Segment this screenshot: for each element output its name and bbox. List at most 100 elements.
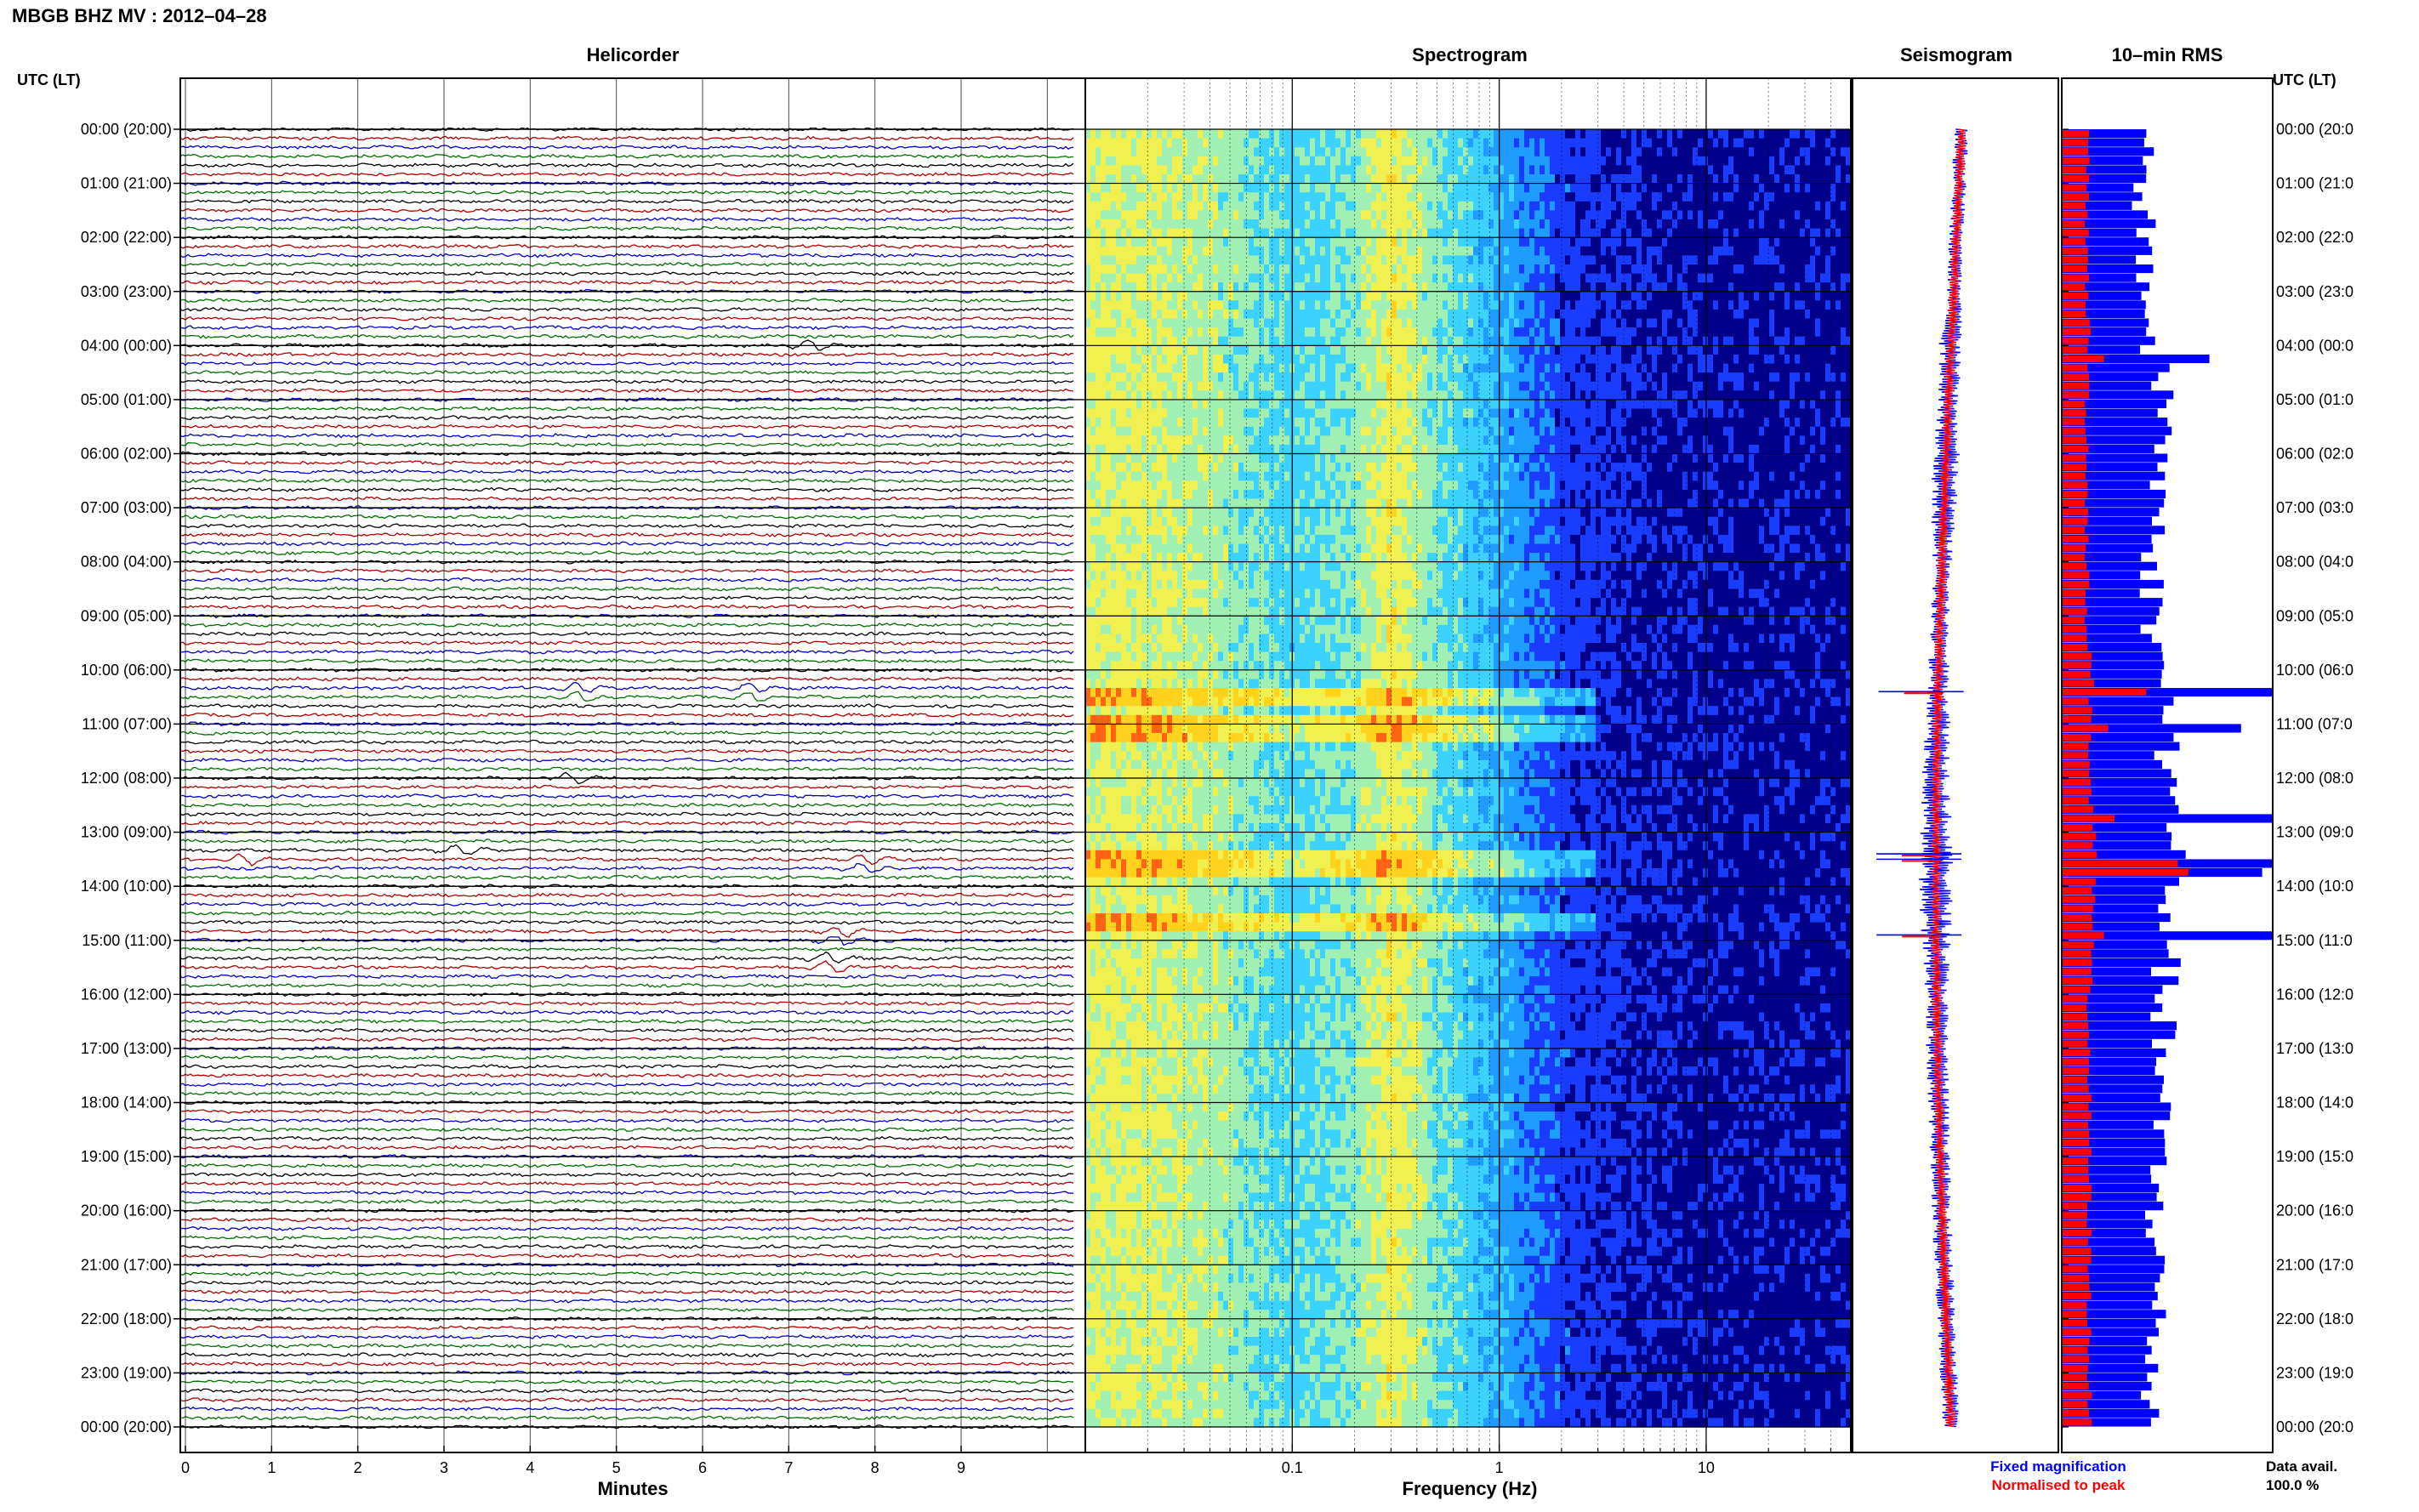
spectrogram-cell (1213, 1166, 1219, 1175)
spectrogram-cell (1208, 733, 1214, 742)
helicorder-trace (180, 578, 1073, 583)
spectrogram-cell (1111, 1148, 1117, 1157)
spectrogram-cell (1223, 859, 1229, 868)
spectrogram-cell (1177, 1166, 1183, 1175)
spectrogram-cell (1238, 1021, 1244, 1031)
spectrogram-cell (1213, 1184, 1219, 1193)
spectrogram-cell (1187, 480, 1193, 490)
spectrogram-cell (1203, 139, 1209, 148)
spectrogram-cell (1111, 589, 1117, 599)
spectrogram-cell (1096, 454, 1101, 463)
spectrogram-cell (1131, 625, 1137, 634)
spectrogram-cell (1218, 625, 1224, 634)
spectrogram-cell (1238, 805, 1244, 815)
spectrogram-cell (1111, 292, 1117, 301)
spectrogram-cell (1233, 833, 1239, 842)
spectrogram-cell (1121, 526, 1127, 535)
spectrogram-cell (1218, 733, 1224, 742)
spectrogram-cell (1198, 607, 1204, 617)
spectrogram-cell (1192, 282, 1198, 292)
spectrogram-cell (1106, 751, 1112, 760)
spectrogram-cell (1203, 923, 1209, 932)
spectrogram-cell (1187, 1202, 1193, 1211)
spectrogram-cell (1198, 292, 1204, 301)
spectrogram-cell (1162, 310, 1168, 319)
spectrogram-cell (1187, 1219, 1193, 1229)
spectrogram-cell (1126, 409, 1132, 418)
spectrogram-cell (1090, 210, 1096, 219)
spectrogram-cell (1218, 562, 1224, 571)
helicorder-trace (180, 1416, 1073, 1420)
spectrogram-cell (1162, 1274, 1168, 1283)
spectrogram-cell (1111, 878, 1117, 887)
spectrogram-cell (1111, 1049, 1117, 1058)
spectrogram-cell (1096, 1193, 1101, 1202)
spectrogram-cell (1203, 327, 1209, 337)
spectrogram-cell (1223, 300, 1229, 310)
spectrogram-cell (1152, 1373, 1158, 1382)
spectrogram-cell (1172, 202, 1178, 211)
spectrogram-cell (1213, 1219, 1219, 1229)
spectrogram-cell (1106, 1058, 1112, 1067)
spectrogram-cell (1244, 553, 1249, 562)
spectrogram-cell (1187, 1301, 1193, 1310)
spectrogram-cell (1218, 1111, 1224, 1121)
spectrogram-cell (1223, 1319, 1229, 1328)
spectrogram-cell (1172, 1094, 1178, 1103)
spectrogram-cell (1141, 994, 1147, 1003)
spectrogram-cell (1198, 769, 1204, 778)
helicorder-trace (180, 920, 1073, 924)
spectrogram-cell (1249, 589, 1255, 599)
helicorder-trace (180, 361, 1073, 365)
spectrogram-cell (1238, 733, 1244, 742)
spectrogram-cell (1218, 1364, 1224, 1373)
spectrogram-cell (1182, 859, 1188, 868)
spectrogram-cell (1141, 1148, 1147, 1157)
spectrogram-cell (1131, 1418, 1137, 1427)
spectrogram-cell (1136, 1039, 1142, 1049)
spectrogram-cell (1233, 454, 1239, 463)
spectrogram-cell (1111, 1364, 1117, 1373)
spectrogram-cell (1096, 174, 1101, 184)
spectrogram-cell (1187, 319, 1193, 328)
spectrogram-cell (1096, 833, 1101, 842)
spectrogram-cell (1233, 607, 1239, 617)
spectrogram-cell (1218, 553, 1224, 562)
spectrogram-cell (1136, 219, 1142, 229)
spectrogram-cell (1182, 156, 1188, 166)
spectrogram-cell (1090, 868, 1096, 878)
spectrogram-cell (1223, 1039, 1229, 1049)
spectrogram-cell (1101, 751, 1107, 760)
spectrogram-cell (1177, 1274, 1183, 1283)
spectrogram-cell (1238, 814, 1244, 823)
spectrogram-cell (1182, 300, 1188, 310)
spectrogram-cell (1141, 958, 1147, 968)
spectrogram-cell (1157, 1310, 1163, 1319)
spectrogram-cell (1198, 210, 1204, 219)
spectrogram-cell (1198, 454, 1204, 463)
spectrogram-cell (1141, 1202, 1147, 1211)
spectrogram-cell (1177, 1282, 1183, 1292)
spectrogram-cell (1111, 1021, 1117, 1031)
spectrogram-cell (1101, 1039, 1107, 1049)
spectrogram-cell (1116, 643, 1122, 652)
spectrogram-cell (1182, 571, 1188, 580)
spectrogram-cell (1111, 1202, 1117, 1211)
spectrogram-cell (1223, 1129, 1229, 1139)
spectrogram-cell (1152, 1174, 1158, 1184)
spectrogram-cell (1157, 435, 1163, 445)
spectrogram-cell (1238, 571, 1244, 580)
spectrogram-cell (1157, 219, 1163, 229)
spectrogram-cell (1111, 868, 1117, 878)
spectrogram-cell (1152, 1066, 1158, 1076)
spectrogram-cell (1101, 913, 1107, 923)
spectrogram-cell (1192, 1058, 1198, 1067)
spectrogram-cell (1121, 1039, 1127, 1049)
spectrogram-cell (1111, 913, 1117, 923)
spectrogram-cell (1203, 1129, 1209, 1139)
spectrogram-cell (1167, 337, 1173, 346)
spectrogram-cell (1172, 913, 1178, 923)
spectrogram-cell (1218, 1327, 1224, 1337)
spectrogram-cell (1254, 156, 1260, 166)
spectrogram-cell (1218, 1066, 1224, 1076)
